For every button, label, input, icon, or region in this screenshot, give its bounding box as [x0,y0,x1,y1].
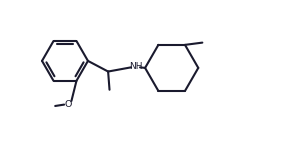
Text: NH: NH [129,62,143,71]
Text: O: O [65,100,72,109]
